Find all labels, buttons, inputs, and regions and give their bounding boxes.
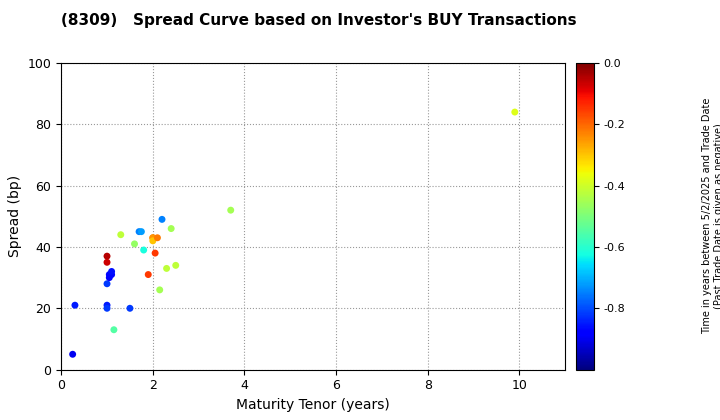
Point xyxy=(147,234,158,241)
Point xyxy=(69,302,81,309)
Point xyxy=(170,262,181,269)
Text: (8309)   Spread Curve based on Investor's BUY Transactions: (8309) Spread Curve based on Investor's … xyxy=(61,13,577,28)
Point xyxy=(102,305,113,312)
Point xyxy=(102,259,113,265)
Y-axis label: Spread (bp): Spread (bp) xyxy=(8,175,22,257)
Point xyxy=(104,271,115,278)
Point xyxy=(129,241,140,247)
Point xyxy=(135,228,147,235)
Point xyxy=(108,326,120,333)
Point xyxy=(102,281,113,287)
Point xyxy=(67,351,78,357)
Point xyxy=(106,268,117,275)
Point xyxy=(102,302,113,309)
Point xyxy=(106,271,117,278)
Point xyxy=(154,286,166,293)
Point xyxy=(161,265,172,272)
Point xyxy=(138,247,150,253)
Point xyxy=(509,109,521,116)
Point xyxy=(104,274,115,281)
Point xyxy=(143,271,154,278)
Text: Time in years between 5/2/2025 and Trade Date
(Past Trade Date is given as negat: Time in years between 5/2/2025 and Trade… xyxy=(702,98,720,334)
Point xyxy=(156,216,168,223)
Point xyxy=(166,225,177,232)
Point xyxy=(149,250,161,257)
Point xyxy=(147,234,158,241)
Point xyxy=(133,228,145,235)
Point xyxy=(124,305,135,312)
Point xyxy=(115,231,127,238)
Point xyxy=(147,237,158,244)
Point xyxy=(225,207,236,213)
X-axis label: Maturity Tenor (years): Maturity Tenor (years) xyxy=(236,398,390,412)
Point xyxy=(102,253,113,260)
Point xyxy=(152,234,163,241)
